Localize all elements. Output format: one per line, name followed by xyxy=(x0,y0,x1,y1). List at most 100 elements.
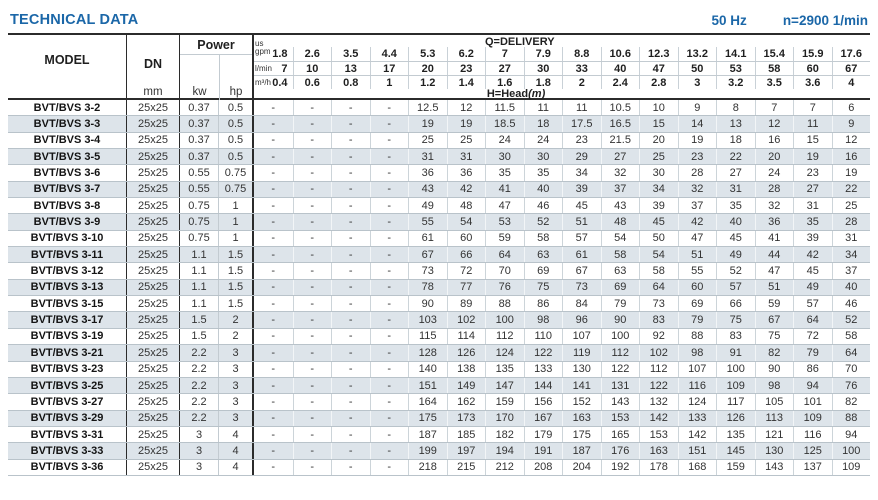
dn-cell: 25x25 xyxy=(127,149,180,165)
title-bar: TECHNICAL DATA 50 Hz n=2900 1/min xyxy=(0,0,878,33)
head-value-cell: 192 xyxy=(600,459,640,475)
table-row: BVT/BVS 3-3 25x25 0.37 0.5 - - - -19 19 18.5 1… xyxy=(8,116,870,133)
head-value-cell: 89 xyxy=(446,296,486,312)
model-cell: BVT/BVS 3-6 xyxy=(8,165,127,181)
head-value-cell: - xyxy=(271,330,276,343)
head-value-cell: 54 xyxy=(639,247,678,263)
head-value-cell: 54 xyxy=(446,214,486,230)
head-value-cell: 159 xyxy=(716,459,755,475)
delivery-header-value: 3.5 xyxy=(331,47,370,61)
hp-cell: 4 xyxy=(219,443,254,459)
head-value-cell: - xyxy=(331,165,370,181)
head-value-cell: 96 xyxy=(562,312,601,328)
head-value-cell: 194 xyxy=(485,443,524,459)
head-value-cell: 64 xyxy=(639,279,678,296)
dn-cell: 25x25 xyxy=(127,296,180,312)
head-value-cell: 90 xyxy=(754,361,794,377)
head-value-cell: - xyxy=(292,443,332,459)
dn-label: DN xyxy=(143,57,163,71)
speed-label: n=2900 1/min xyxy=(782,13,868,28)
model-cell: BVT/BVS 3-25 xyxy=(8,377,127,394)
head-value-cell: 117 xyxy=(716,394,755,410)
dn-cell: 25x25 xyxy=(127,443,180,459)
head-value-cell: 49 xyxy=(408,198,447,214)
head-value-cell: 17.5 xyxy=(562,116,601,132)
head-value-cell: 40 xyxy=(716,214,755,230)
head-value-cell: 55 xyxy=(408,214,447,230)
head-value-cell: 83 xyxy=(639,312,678,328)
head-value-cell: - xyxy=(369,279,409,296)
head-value-cell: 31 xyxy=(831,230,871,247)
head-value-cell: 45 xyxy=(716,230,755,247)
head-value-cell: 100 xyxy=(716,361,755,377)
head-value-cell: 107 xyxy=(677,361,717,377)
head-value-cell: 94 xyxy=(793,377,832,394)
head-value-cell: - xyxy=(331,230,370,247)
delivery-header-value: us gpm 1.8 xyxy=(255,39,288,61)
head-value-cell: - xyxy=(292,165,332,181)
hp-cell: 3 xyxy=(219,394,254,410)
head-value-cell: 15 xyxy=(793,132,832,149)
delivery-header-value: 5.3 xyxy=(408,47,447,61)
head-value-cell: 102 xyxy=(446,312,486,328)
head-value-cell: - xyxy=(292,247,332,263)
head-value-cell: 12 xyxy=(446,100,486,116)
delivery-header-value: 0.6 xyxy=(292,76,332,89)
head-value-cell: - xyxy=(331,116,370,132)
model-cell: BVT/BVS 3-5 xyxy=(8,149,127,165)
lmin-values-row: l/min 7 10 13 17 20 23 27 30 33 40 47 50 53 58 60 67 xyxy=(254,61,870,75)
table-row: BVT/BVS 3-12 25x25 1.1 1.5 - - - -73 72 70 69 6… xyxy=(8,263,870,280)
kw-cell: 0.37 xyxy=(180,149,219,165)
head-value-cell: 101 xyxy=(793,394,832,410)
head-value-cell: - xyxy=(369,132,409,149)
head-value-cell: 31 xyxy=(716,181,755,198)
head-value-cell: 19 xyxy=(446,116,486,132)
head-value-cell: 58 xyxy=(831,328,871,345)
kw-cell: 3 xyxy=(180,443,219,459)
delivery-header-value: 33 xyxy=(562,62,601,75)
head-value-cell: 73 xyxy=(639,296,678,312)
delivery-header-value: 0.8 xyxy=(331,76,370,89)
head-value-cell: 69 xyxy=(523,263,563,279)
head-value-cell: 47 xyxy=(754,263,794,279)
model-cell: BVT/BVS 3-23 xyxy=(8,361,127,377)
head-value-cell: 75 xyxy=(523,279,563,296)
head-value-cell: - xyxy=(292,230,332,247)
head-value-cell: 45 xyxy=(793,263,832,279)
delivery-header-value: 53 xyxy=(716,62,755,75)
model-cell: BVT/BVS 3-7 xyxy=(8,181,127,198)
table-row: BVT/BVS 3-27 25x25 2.2 3 - - - -164 162 159 15… xyxy=(8,394,871,411)
model-cell: BVT/BVS 3-15 xyxy=(8,296,127,312)
kw-cell: 1.1 xyxy=(180,296,219,312)
head-value-cell: 82 xyxy=(831,394,871,410)
unit-label: us gpm xyxy=(255,39,271,56)
head-value-cell: 28 xyxy=(677,165,717,181)
delivery-header-value: 2.8 xyxy=(639,76,678,89)
model-cell: BVT/BVS 3-3 xyxy=(8,116,127,132)
kw-cell: 0.75 xyxy=(180,230,219,247)
model-cell: BVT/BVS 3-33 xyxy=(8,443,127,459)
head-value-cell: 31 xyxy=(793,198,832,214)
head-value-cell: 28 xyxy=(754,181,794,198)
dn-cell: 25x25 xyxy=(127,410,180,426)
head-value-cell: 109 xyxy=(793,410,832,426)
head-value-cell: 20 xyxy=(639,132,678,149)
head-value-cell: 133 xyxy=(677,410,717,426)
dn-cell: 25x25 xyxy=(127,132,180,149)
head-value-cell: 63 xyxy=(523,247,563,263)
head-value-cell: 63 xyxy=(600,263,640,279)
hp-cell: 3 xyxy=(219,345,254,361)
delivery-header-value: 20 xyxy=(408,62,447,75)
head-value-cell: - xyxy=(271,232,276,245)
hp-cell: 1 xyxy=(219,214,254,230)
head-value-cell: - xyxy=(271,150,276,163)
head-value-cell: 135 xyxy=(485,361,524,377)
head-value-cell: 75 xyxy=(754,328,794,345)
model-cell: BVT/BVS 3-8 xyxy=(8,198,127,214)
head-value-cell: - xyxy=(331,100,370,116)
head-value-cell: 208 xyxy=(523,459,563,475)
head-value-cell: 10 xyxy=(639,100,678,116)
head-value-cell: - xyxy=(369,361,409,377)
head-value-cell: 30 xyxy=(485,149,524,165)
